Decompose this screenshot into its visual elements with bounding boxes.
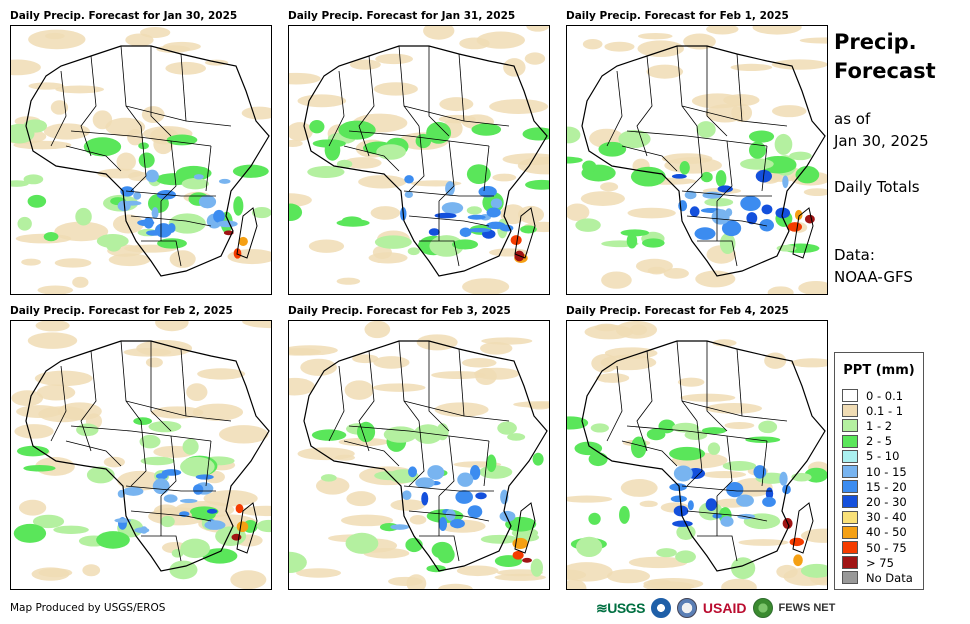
legend-item: 0.1 - 1	[842, 403, 903, 418]
panel-title-3: Daily Precip. Forecast for Feb 1, 2025	[566, 10, 789, 22]
credit-text: Map Produced by USGS/EROS	[10, 602, 166, 614]
legend-item: 15 - 20	[842, 479, 907, 494]
usgs-logo-text: USGS	[607, 599, 645, 616]
panel-title-4: Daily Precip. Forecast for Feb 2, 2025	[10, 305, 233, 317]
map-panel-2	[288, 25, 550, 295]
side-title: Precip. Forecast	[834, 28, 936, 86]
legend-item: 1 - 2	[842, 418, 892, 433]
side-title-line1: Precip.	[834, 30, 917, 54]
legend-title: PPT (mm)	[843, 363, 915, 378]
panel-title-5: Daily Precip. Forecast for Feb 3, 2025	[288, 305, 511, 317]
legend-label: No Data	[866, 570, 913, 585]
as-of-label: as of Jan 30, 2025	[834, 108, 929, 152]
map-panel-5	[288, 320, 550, 590]
africa-precip-map	[289, 26, 549, 294]
legend-swatch	[842, 495, 858, 509]
legend-swatch	[842, 419, 858, 433]
legend-swatch	[842, 510, 858, 524]
legend-label: 2 - 5	[866, 434, 893, 449]
map-panel-6	[566, 320, 828, 590]
legend-item: 5 - 10	[842, 449, 899, 464]
legend-item: 0 - 0.1	[842, 388, 903, 403]
map-panel-4	[10, 320, 272, 590]
legend-swatch	[842, 389, 858, 402]
legend-swatch	[842, 571, 858, 585]
legend-item: 40 - 50	[842, 525, 907, 540]
legend-label: 30 - 40	[866, 510, 907, 525]
daily-totals-label: Daily Totals	[834, 178, 920, 196]
data-label: Data:	[834, 246, 875, 264]
africa-precip-map	[567, 26, 827, 294]
legend-item: 20 - 30	[842, 494, 907, 509]
map-panel-1	[10, 25, 272, 295]
legend-label: 15 - 20	[866, 479, 907, 494]
usaid-logo-aid: AID	[722, 600, 747, 616]
legend-swatch	[842, 541, 858, 554]
legend-swatch	[842, 449, 858, 463]
panel-title-6: Daily Precip. Forecast for Feb 4, 2025	[566, 305, 789, 317]
fews-globe-icon	[752, 598, 773, 618]
usgs-logo: ≋USGS	[596, 599, 645, 616]
legend-label: 20 - 30	[866, 494, 907, 509]
legend-item: > 75	[842, 555, 894, 570]
legend-swatch	[842, 465, 858, 478]
legend-label: 50 - 75	[866, 540, 907, 555]
noaa-logo-icon	[650, 598, 671, 618]
legend-item: 30 - 40	[842, 510, 907, 525]
legend-item: 50 - 75	[842, 540, 907, 555]
legend-label: 10 - 15	[866, 464, 907, 479]
legend-swatch	[842, 404, 858, 418]
legend-label: > 75	[866, 555, 894, 570]
panel-title-1: Daily Precip. Forecast for Jan 30, 2025	[10, 10, 238, 22]
legend-label: 1 - 2	[866, 418, 893, 433]
usaid-logo-us: US	[702, 600, 723, 616]
as-of-date: Jan 30, 2025	[834, 132, 929, 150]
legend-item: No Data	[842, 570, 913, 585]
data-source: Data: NOAA-GFS	[834, 244, 913, 288]
africa-precip-map	[11, 26, 271, 294]
africa-precip-map	[11, 321, 271, 589]
fews-net-logo: FEWS NET	[778, 602, 836, 614]
legend-label: 0.1 - 1	[866, 403, 904, 418]
legend-swatch	[842, 480, 858, 494]
legend-item: 10 - 15	[842, 464, 907, 479]
side-title-line2: Forecast	[834, 59, 936, 83]
africa-precip-map	[289, 321, 549, 589]
legend-label: 0 - 0.1	[866, 388, 904, 403]
nasa-seal-icon	[676, 598, 697, 618]
legend-swatch	[842, 525, 858, 539]
panel-title-2: Daily Precip. Forecast for Jan 31, 2025	[288, 10, 516, 22]
data-source-name: NOAA-GFS	[834, 268, 913, 286]
legend-item: 2 - 5	[842, 434, 892, 449]
map-panel-3	[566, 25, 828, 295]
as-of-line1: as of	[834, 110, 871, 128]
usaid-logo: USAID	[703, 600, 747, 616]
logo-bar: ≋USGS USAID FEWS NET	[596, 597, 835, 619]
legend-swatch	[842, 434, 858, 448]
legend-label: 5 - 10	[866, 449, 900, 464]
legend-label: 40 - 50	[866, 525, 907, 540]
legend-swatch	[842, 556, 858, 570]
africa-precip-map	[567, 321, 827, 589]
